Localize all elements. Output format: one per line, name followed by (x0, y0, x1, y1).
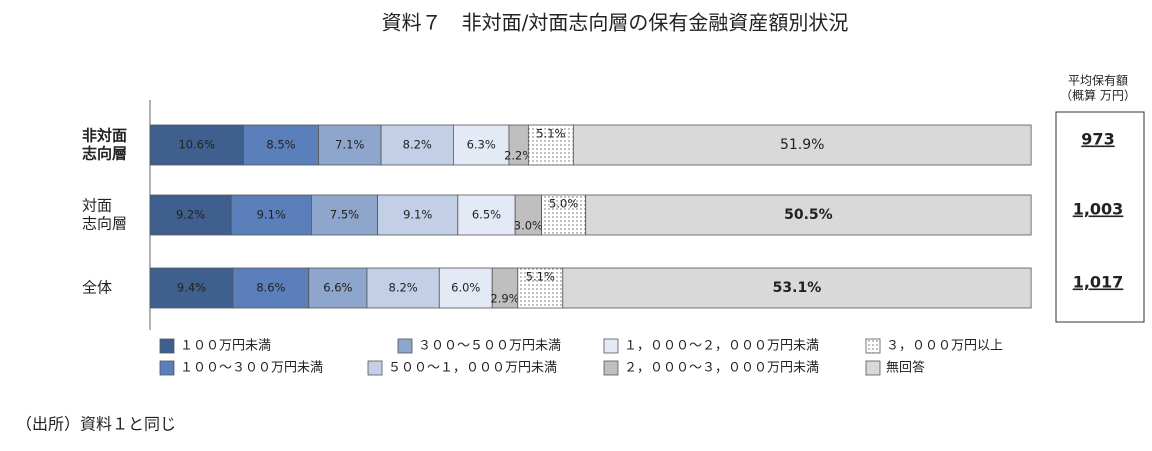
legend-label: ３００～５００万円未満 (418, 339, 561, 354)
legend-label: 無回答 (886, 360, 925, 376)
data-label: 8.2% (389, 281, 418, 295)
bar-segment (380, 124, 454, 166)
data-label: 5.1% (536, 127, 565, 141)
data-label: 51.9% (780, 137, 824, 153)
legend-label: １００～３００万円未満 (180, 361, 323, 376)
source: （出所）資料１と同じ (16, 415, 176, 434)
data-label: 5.0% (549, 197, 578, 211)
average-value: 1,003 (1073, 200, 1124, 219)
chart-title: 資料７ 非対面/対面志向層の保有金融資産額別状況 (382, 11, 849, 35)
bar-segment (318, 124, 382, 166)
data-label: 7.1% (335, 138, 364, 152)
y-tick-label: 対面 (82, 197, 112, 215)
bar-segment (514, 194, 543, 236)
data-label: 9.4% (177, 281, 206, 295)
data-label: 6.0% (451, 281, 480, 295)
average-title: （概算 万円） (1060, 88, 1136, 103)
average-value: 973 (1081, 130, 1114, 149)
legend-swatch (865, 360, 881, 376)
legend-swatch (865, 338, 881, 354)
legend-label: ３，０００万円以上 (886, 339, 1003, 354)
bar-segment (149, 124, 244, 166)
legend-label: １００万円未満 (180, 339, 271, 354)
legend-swatch (397, 338, 413, 354)
bar-segment (366, 267, 440, 309)
average-value: 1,017 (1073, 273, 1124, 292)
y-tick-label: 志向層 (82, 145, 127, 163)
bar-segment (230, 194, 312, 236)
y-tick-label: 全体 (82, 279, 112, 297)
average-box (1055, 111, 1145, 323)
data-label: 9.2% (176, 208, 205, 222)
average-title: 平均保有額 (1068, 74, 1128, 88)
data-label: 6.5% (472, 208, 501, 222)
data-label: 2.9% (490, 292, 519, 306)
bar-segment (572, 124, 1032, 166)
data-label: 10.6% (178, 138, 215, 152)
legend-swatch (603, 360, 619, 376)
data-label: 9.1% (403, 208, 432, 222)
legend-label: ５００～１，０００万円未満 (388, 361, 557, 376)
legend-swatch (159, 338, 175, 354)
bar-segment (438, 267, 493, 309)
y-tick-label: 志向層 (82, 215, 127, 233)
bar-segment (377, 194, 459, 236)
legend-swatch (159, 360, 175, 376)
data-label: 53.1% (773, 280, 822, 296)
bar-segment (517, 267, 564, 309)
legend-label: ２，０００～３，０００万円未満 (624, 361, 819, 376)
bar-segment (232, 267, 310, 309)
legend-swatch (603, 338, 619, 354)
data-label: 50.5% (784, 207, 833, 223)
bar-segment (491, 267, 519, 309)
data-label: 2.2% (504, 149, 533, 163)
data-label: 8.5% (266, 138, 295, 152)
y-tick-label: 非対面 (82, 127, 127, 145)
data-label: 7.5% (330, 208, 359, 222)
legend-swatch (367, 360, 383, 376)
data-label: 6.6% (323, 281, 352, 295)
data-label: 8.2% (403, 138, 432, 152)
data-label: 8.6% (256, 281, 285, 295)
bar-segment (585, 194, 1032, 236)
data-label: 5.1% (526, 270, 555, 284)
bar-segment (562, 267, 1032, 309)
data-label: 6.3% (467, 138, 496, 152)
bar-segment (541, 194, 587, 236)
data-label: 9.1% (257, 208, 286, 222)
bar-segment (149, 267, 234, 309)
bar-segment (457, 194, 516, 236)
legend-label: １，０００～２，０００万円未満 (624, 339, 819, 354)
bar-segment (527, 124, 574, 166)
data-label: 3.0% (514, 219, 543, 233)
